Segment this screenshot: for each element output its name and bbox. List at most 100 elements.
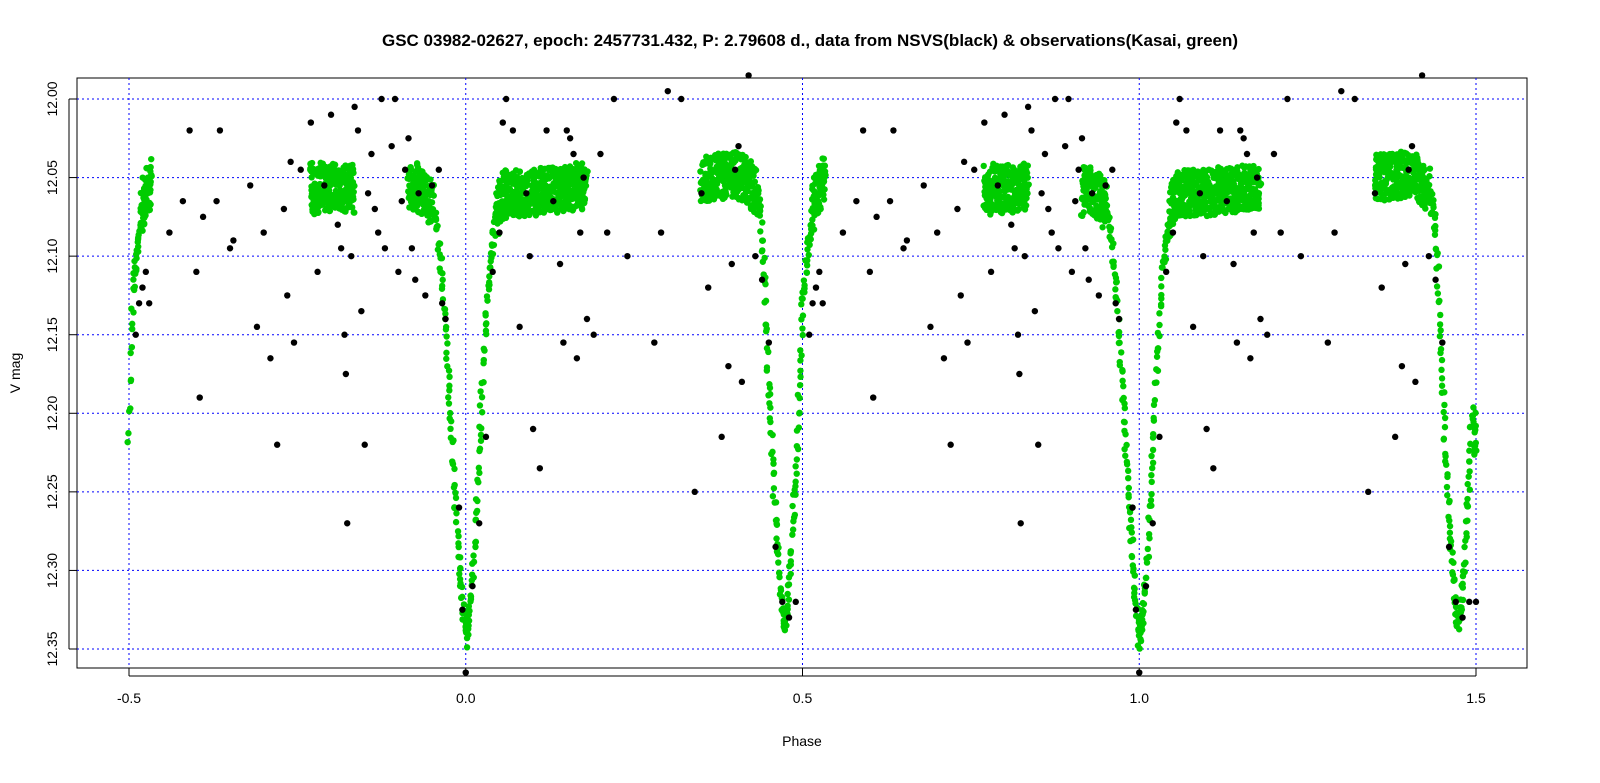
green-point — [1154, 367, 1162, 374]
black-point — [765, 339, 773, 346]
green-point — [1153, 353, 1161, 360]
black-point — [1115, 315, 1123, 323]
green-point — [477, 437, 485, 444]
green-point — [482, 310, 489, 317]
black-point — [442, 315, 449, 323]
green-point — [127, 377, 135, 385]
green-point — [799, 295, 806, 302]
green-point — [1255, 192, 1262, 199]
green-point — [350, 188, 357, 196]
black-point — [1203, 425, 1210, 433]
green-point — [799, 325, 806, 332]
green-point — [765, 348, 772, 356]
green-point — [125, 430, 132, 437]
green-point — [1434, 290, 1442, 297]
black-point — [971, 166, 978, 173]
black-point — [1439, 339, 1446, 346]
black-point — [516, 323, 523, 331]
black-point — [455, 504, 463, 511]
y-tick-label: 12.35 — [44, 631, 60, 666]
green-point — [501, 213, 508, 220]
black-point — [297, 166, 304, 173]
green-point — [1438, 382, 1446, 389]
green-point — [756, 212, 764, 219]
black-point — [1216, 127, 1224, 134]
green-point — [817, 203, 824, 211]
black-point — [469, 582, 476, 590]
green-point — [438, 254, 446, 262]
black-point — [1270, 150, 1278, 158]
black-point — [334, 221, 341, 228]
black-point — [1078, 135, 1086, 142]
black-point — [216, 127, 224, 134]
black-point — [890, 127, 897, 134]
green-point — [1441, 401, 1448, 409]
green-point — [1116, 361, 1124, 369]
green-point — [757, 228, 764, 235]
black-point — [731, 166, 739, 173]
green-point — [1471, 423, 1479, 430]
green-point — [761, 254, 768, 262]
green-point — [1114, 307, 1121, 315]
green-point — [1446, 517, 1453, 524]
green-point — [1115, 332, 1123, 340]
black-point — [1156, 433, 1163, 441]
green-point — [331, 161, 339, 168]
black-point — [583, 315, 591, 323]
green-point — [820, 196, 828, 203]
green-point — [442, 326, 450, 333]
green-point — [578, 205, 586, 213]
black-point — [957, 292, 964, 299]
green-point — [1136, 645, 1143, 652]
black-point — [344, 520, 351, 527]
x-tick-label: 0.5 — [793, 690, 813, 706]
black-point — [1088, 190, 1096, 197]
green-point — [443, 349, 450, 356]
black-point — [543, 127, 550, 134]
green-point — [1433, 283, 1441, 290]
black-point — [752, 252, 759, 260]
green-point — [478, 393, 486, 401]
green-point — [148, 172, 155, 180]
green-point — [581, 195, 589, 202]
green-point — [1237, 180, 1244, 188]
black-point — [1048, 229, 1055, 236]
green-point — [1087, 167, 1094, 174]
green-point — [1461, 543, 1468, 551]
green-point — [432, 209, 440, 216]
green-point — [1148, 490, 1155, 498]
green-point — [1441, 414, 1449, 422]
green-point — [439, 276, 446, 284]
black-point — [321, 182, 328, 189]
green-point — [1459, 580, 1466, 588]
green-point — [473, 509, 480, 516]
y-tick-label: 12.20 — [44, 396, 60, 431]
black-point — [412, 276, 419, 283]
black-point — [1284, 95, 1291, 103]
green-point — [463, 634, 471, 642]
black-point — [287, 158, 294, 166]
green-point — [1148, 502, 1155, 509]
black-point — [1031, 307, 1039, 315]
green-point — [442, 310, 449, 317]
green-point — [446, 382, 453, 389]
green-point — [1450, 577, 1457, 584]
green-point — [578, 160, 586, 167]
green-point — [1457, 604, 1464, 611]
black-point — [260, 229, 267, 236]
black-point — [597, 150, 604, 158]
green-point — [1425, 181, 1433, 189]
green-point — [524, 176, 531, 184]
black-point — [280, 205, 288, 213]
green-point — [483, 320, 490, 327]
green-point — [1144, 545, 1151, 553]
green-point — [451, 504, 458, 511]
black-point — [368, 150, 375, 158]
green-point — [1431, 214, 1439, 222]
green-point — [769, 492, 777, 500]
black-point — [1085, 276, 1092, 283]
black-point — [603, 229, 611, 236]
green-point — [1147, 497, 1155, 504]
green-point — [1459, 596, 1467, 604]
black-point — [381, 245, 389, 252]
